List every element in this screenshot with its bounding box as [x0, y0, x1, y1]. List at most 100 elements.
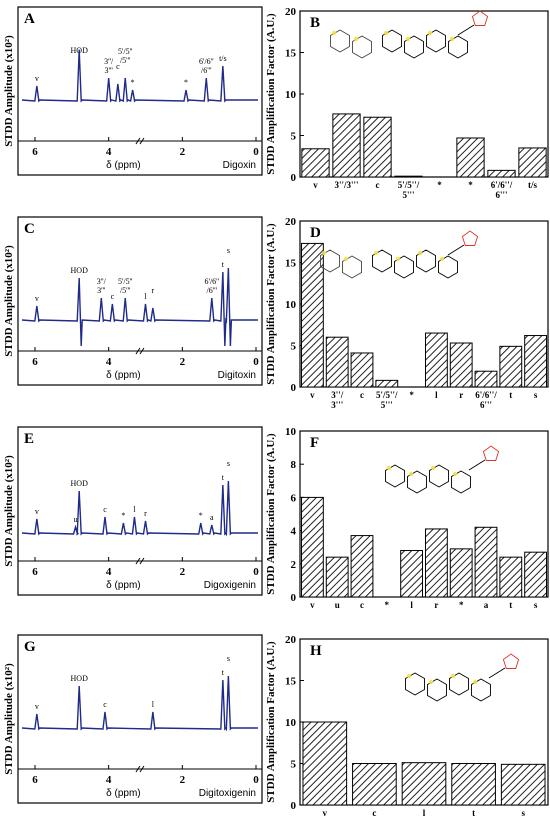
y-tick-label: 5	[291, 759, 297, 771]
category-label: l	[423, 808, 426, 818]
peak-label: l	[152, 700, 155, 709]
y-tick-label: 10	[285, 717, 297, 729]
bar	[449, 342, 473, 388]
y-tick-label: 0	[291, 592, 297, 604]
bar-panel-H: STDD Amplification Factor (A.U.) 0 5 10 15 20…	[265, 634, 549, 818]
x-tick-label: 4	[106, 146, 112, 158]
bar	[363, 116, 392, 178]
category-label: l	[435, 390, 438, 400]
peak-label: v	[35, 74, 39, 83]
bar	[352, 763, 397, 806]
x-axis-title: δ (ppm)	[106, 580, 140, 591]
bar	[499, 345, 523, 388]
spectrum-panel-A: A STDD Amplitude (x10²) 6 4 2 0 δ (ppm) Digoxin…	[3, 6, 263, 176]
bar-panel-D: STDD Amplification Factor (A.U.) 0 5 10 15 20…	[265, 216, 549, 410]
peak-label: 6'/6''	[199, 57, 214, 66]
bar	[325, 336, 349, 388]
peak-label: s	[227, 459, 230, 468]
spectrum-trace	[21, 49, 258, 103]
category-label: v	[310, 600, 315, 610]
y-axis-title: STDD Amplification Factor (A.U.)	[265, 223, 277, 385]
panel-letter: F	[310, 435, 319, 451]
peak-label: r	[144, 509, 147, 518]
bar	[401, 762, 447, 806]
x-tick-label: 4	[106, 774, 112, 786]
peak-label: 6'/6''	[205, 277, 220, 286]
category-label: s	[521, 808, 525, 818]
peak-label: HOD	[71, 479, 89, 488]
y-tick-label: 15	[285, 258, 297, 270]
x-tick-label: 2	[180, 774, 186, 786]
bar-panel-F: STDD Amplification Factor (A.U.) 0 2 4 6 8 10 F…	[265, 426, 549, 610]
plot-frame	[17, 6, 263, 176]
peak-label: s	[227, 654, 230, 663]
category-label: s	[534, 390, 538, 400]
molecule-structure	[330, 10, 489, 59]
category-label: *	[385, 600, 390, 610]
spectrum-panel-E: E STDD Amplitude (x10²) 6 4 2 0 δ (ppm) Digoxig…	[3, 426, 263, 596]
panel-letter: E	[24, 431, 34, 447]
y-tick-label: 5	[291, 341, 297, 353]
plot-frame	[17, 426, 263, 596]
bar	[524, 335, 548, 388]
category-label: r	[459, 390, 463, 400]
peak-label: v	[35, 294, 39, 303]
bar	[332, 113, 361, 178]
peak-label: t	[222, 473, 225, 482]
bar	[500, 763, 546, 806]
peak-label: c	[103, 700, 107, 709]
bar	[449, 548, 473, 598]
bar	[350, 352, 374, 388]
y-axis-title: STDD Amplitude (x10²)	[3, 455, 15, 567]
peak-label: t	[222, 260, 225, 269]
compound-name: Digitoxin	[218, 370, 256, 381]
panel-letter: B	[310, 15, 320, 31]
category-label: 6'''	[495, 190, 507, 200]
x-tick-label: 6	[32, 566, 38, 578]
peak-label: 5'/5''	[118, 277, 133, 286]
category-label: 3''/	[331, 390, 344, 400]
category-label: 3''/3'''	[334, 180, 358, 190]
category-label: t	[509, 600, 512, 610]
plot-frame	[299, 430, 549, 598]
category-label: a	[484, 600, 489, 610]
category-label: t	[472, 808, 475, 818]
y-tick-label: 6	[291, 492, 297, 504]
peak-label: c	[111, 292, 115, 301]
molecule-structure	[385, 445, 500, 494]
y-tick-label: 15	[285, 48, 297, 60]
peak-label: t	[222, 668, 225, 677]
bar	[456, 137, 485, 178]
category-label: 5'/5''/	[398, 180, 420, 190]
category-label: r	[434, 600, 438, 610]
bar	[499, 556, 523, 598]
bar	[301, 148, 330, 178]
peak-label: *	[199, 511, 203, 520]
bar	[451, 763, 496, 806]
category-label: 3'''	[331, 400, 343, 410]
y-axis-title: STDD Amplification Factor (A.U.)	[265, 13, 277, 175]
y-tick-label: 20	[285, 216, 297, 228]
x-tick-label: 2	[180, 356, 186, 368]
y-axis-title: STDD Amplification Factor (A.U.)	[265, 641, 277, 803]
spectrum-trace	[21, 675, 258, 732]
peak-label: c	[116, 62, 120, 71]
peak-label: 3''/	[104, 57, 114, 66]
x-axis-title: δ (ppm)	[106, 370, 140, 381]
category-label: v	[313, 180, 318, 190]
bar	[350, 535, 374, 598]
y-tick-label: 15	[285, 676, 297, 688]
y-tick-label: 0	[291, 382, 297, 394]
category-label: 6'/6''/	[475, 390, 497, 400]
y-tick-label: 5	[291, 131, 297, 143]
peak-label: 3'''	[97, 286, 106, 295]
y-tick-label: 0	[291, 800, 297, 812]
molecule-structure	[405, 653, 520, 702]
bar	[474, 370, 498, 388]
x-tick-label: 6	[32, 356, 38, 368]
bar	[424, 528, 448, 598]
x-tick-label: 0	[253, 566, 259, 578]
peak-label: HOD	[71, 674, 89, 683]
y-tick-label: 10	[285, 89, 297, 101]
